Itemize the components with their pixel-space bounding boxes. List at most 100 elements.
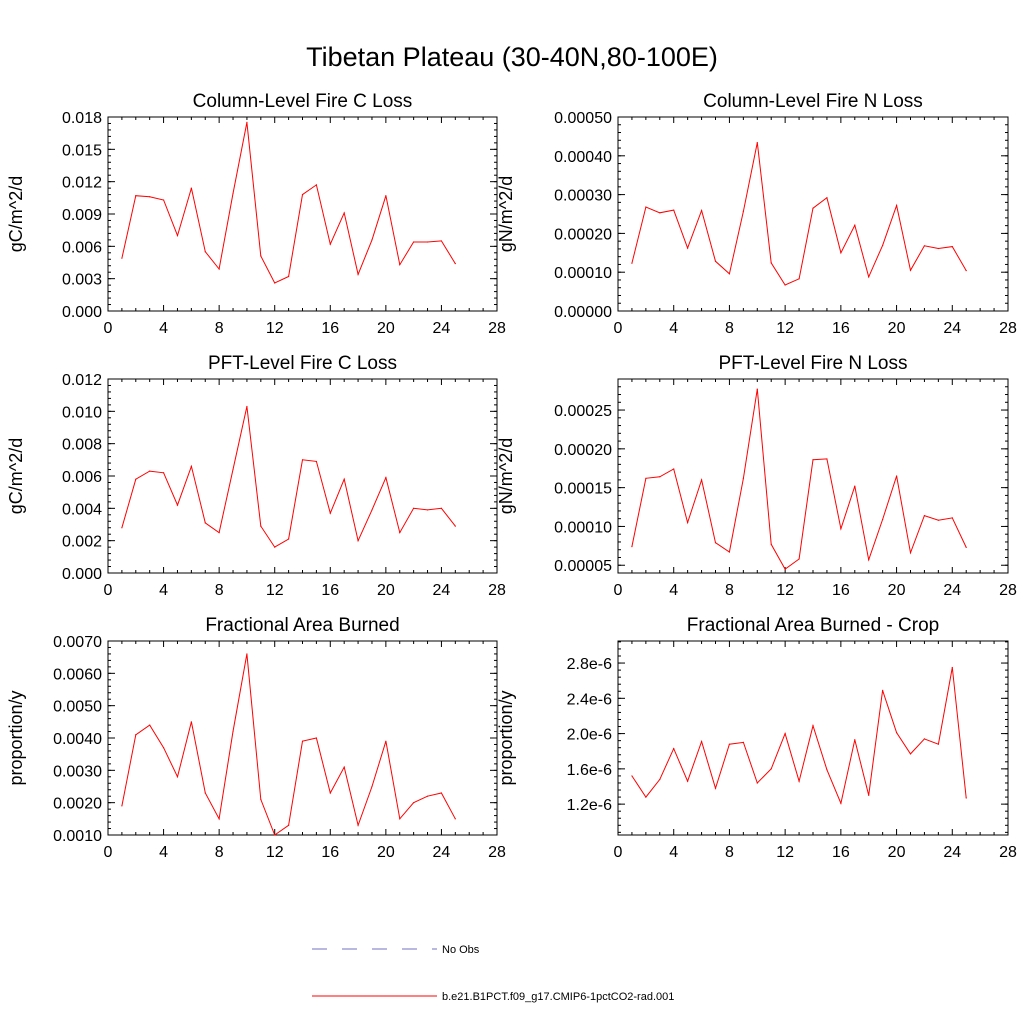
x-tick-label: 4 — [669, 320, 678, 337]
x-tick-label: 0 — [104, 582, 113, 599]
data-point — [756, 388, 758, 390]
data-point — [742, 210, 744, 212]
data-point — [673, 209, 675, 211]
x-tick-label: 28 — [488, 582, 506, 599]
data-point — [895, 732, 898, 734]
data-point — [190, 721, 192, 723]
data-point — [798, 278, 800, 280]
x-tick-label: 24 — [433, 582, 451, 599]
data-point — [840, 528, 842, 530]
y-tick-label: 2.0e-6 — [567, 727, 612, 744]
data-point — [909, 269, 912, 271]
x-tick-label: 28 — [999, 320, 1017, 337]
data-point — [923, 245, 926, 247]
y-tick-label: 0.00015 — [554, 481, 612, 498]
data-point — [882, 244, 884, 247]
panel-title: Fractional Area Burned - Crop — [687, 615, 939, 636]
data-point — [895, 204, 898, 207]
data-point — [413, 802, 415, 804]
y-tick-label: 0.00030 — [554, 188, 612, 205]
data-point — [965, 797, 967, 799]
y-axis-label: gC/m^2/d — [6, 438, 26, 514]
x-tick-label: 20 — [888, 844, 906, 861]
data-point — [371, 785, 373, 788]
data-point — [631, 546, 633, 548]
data-point — [329, 512, 331, 514]
y-tick-label: 0.00025 — [554, 403, 612, 420]
plot-frame — [617, 116, 1009, 312]
data-point — [909, 552, 912, 554]
y-tick-label: 0.000 — [62, 304, 102, 321]
x-tick-label: 16 — [321, 582, 339, 599]
y-tick-label: 0.0020 — [53, 796, 102, 813]
data-point — [190, 187, 192, 189]
data-point — [742, 741, 744, 744]
data-point — [714, 542, 717, 544]
plot-frame — [617, 640, 1009, 836]
data-point — [923, 738, 926, 740]
x-tick-label: 12 — [776, 320, 794, 337]
x-tick-label: 0 — [104, 844, 113, 861]
data-point — [260, 798, 262, 801]
data-point — [868, 559, 870, 561]
series-line — [631, 142, 967, 286]
x-tick-label: 20 — [377, 320, 395, 337]
y-tick-label: 0.008 — [62, 437, 102, 454]
y-tick-label: 0.009 — [62, 207, 102, 224]
x-tick-label: 12 — [266, 582, 284, 599]
data-point — [454, 525, 456, 527]
data-point — [965, 270, 967, 272]
data-point — [315, 184, 317, 186]
data-point — [728, 273, 731, 275]
data-point — [659, 212, 661, 214]
panel-title: Column-Level Fire C Loss — [193, 91, 413, 112]
y-tick-label: 0.00020 — [554, 226, 612, 243]
panel-pft-fire-n-loss: 0 4 8 12 16 20 24 28 0.00005 0.00010 0.00015 0.0002… — [496, 353, 1017, 599]
data-point — [840, 252, 842, 254]
data-point — [687, 247, 689, 249]
data-point — [288, 824, 290, 826]
x-tick-label: 16 — [832, 582, 850, 599]
y-tick-label: 0.0050 — [53, 699, 102, 716]
data-point — [854, 224, 856, 226]
data-point — [826, 458, 828, 460]
data-point — [645, 796, 647, 798]
x-tick-label: 28 — [999, 582, 1017, 599]
data-point — [784, 284, 786, 286]
data-point — [343, 766, 345, 768]
data-point — [162, 747, 165, 749]
y-tick-label: 0.010 — [62, 404, 102, 421]
data-point — [426, 509, 429, 511]
plot-frame — [617, 378, 1009, 574]
x-tick-label: 16 — [832, 844, 850, 861]
y-tick-label: 0.00010 — [554, 519, 612, 536]
data-point — [937, 519, 939, 521]
data-point — [687, 521, 689, 524]
data-point — [162, 472, 165, 474]
data-point — [204, 251, 206, 253]
data-point — [385, 740, 387, 742]
x-tick-label: 8 — [725, 320, 734, 337]
data-point — [260, 255, 262, 257]
legend-label-no-obs: No Obs — [442, 944, 480, 956]
data-point — [854, 485, 856, 487]
y-axis-label: proportion/y — [6, 690, 26, 785]
data-point — [700, 479, 703, 481]
y-tick-label: 0.012 — [62, 175, 102, 192]
data-point — [798, 780, 800, 782]
plot-frame — [107, 378, 498, 574]
data-point — [426, 795, 429, 797]
y-tick-label: 0.00040 — [554, 149, 612, 166]
x-tick-label: 0 — [614, 582, 623, 599]
x-tick-label: 8 — [725, 582, 734, 599]
panel-pft-fire-c-loss: 0 4 8 12 16 20 24 28 0.000 0.002 0.004 0.006 0.008 0.… — [6, 353, 506, 599]
data-point — [121, 257, 123, 259]
x-tick-label: 4 — [159, 582, 168, 599]
series-line — [121, 653, 456, 836]
panels: 0 4 8 12 16 20 24 28 0.000 0.003 0.006 0.009 0.012 0.… — [6, 91, 1017, 861]
y-axis-label: gN/m^2/d — [496, 438, 516, 514]
x-tick-label: 4 — [159, 320, 168, 337]
data-point — [176, 776, 179, 778]
y-tick-label: 0.00000 — [554, 304, 612, 321]
data-point — [343, 212, 345, 214]
